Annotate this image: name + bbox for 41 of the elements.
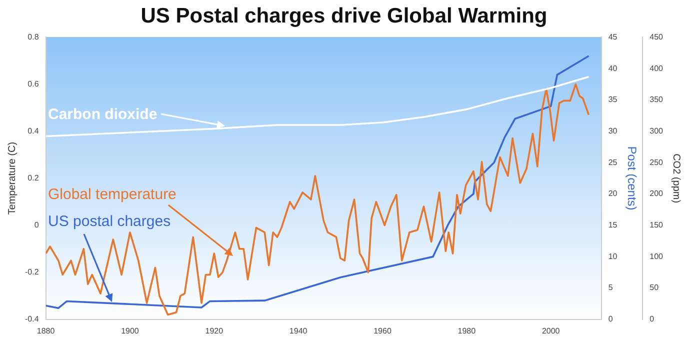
y3-tick-label: 100 (650, 252, 664, 261)
y3-tick-label: 200 (650, 189, 664, 198)
y2-tick-label: 30 (608, 126, 618, 136)
y2-tick-label: 0 (608, 314, 614, 324)
text: US postal charges (48, 213, 171, 230)
y3-tick-label: 400 (650, 64, 664, 73)
y2-tick-label: 40 (608, 64, 618, 73)
y-tick-label: 0 (34, 220, 40, 230)
x-tick-label: 1900 (121, 326, 140, 336)
y2-tick-label: 10 (608, 252, 618, 261)
x-tick-label: 1980 (458, 326, 476, 336)
x-tick-label: 2000 (542, 326, 560, 336)
text: Global temperature (48, 186, 176, 203)
y-tick-label: -0.4 (24, 314, 40, 324)
y-tick-label: 0.8 (28, 32, 40, 42)
y2-tick-label: 5 (608, 283, 614, 292)
y3-tick-label: 0 (650, 314, 655, 324)
y3-tick-label: 50 (650, 283, 660, 292)
x-tick-label: 1960 (374, 326, 392, 336)
y-tick-label: 0.2 (28, 174, 40, 183)
y3-tick-label: 450 (650, 32, 664, 42)
y2-tick-label: 35 (608, 95, 618, 104)
y3-tick-label: 350 (650, 95, 664, 104)
y2-axis-title: Post (cents) (625, 146, 640, 210)
y3-tick-label: 300 (650, 126, 664, 136)
y2-tick-label: 25 (608, 158, 618, 167)
y3-tick-label: 150 (650, 220, 664, 230)
y2-tick-label: 45 (608, 32, 618, 42)
y2-tick-label: 15 (608, 220, 618, 230)
x-tick-label: 1920 (205, 326, 224, 336)
y3-tick-label: 250 (650, 158, 664, 167)
y2-tick-label: 20 (608, 189, 618, 198)
x-tick-label: 1880 (36, 326, 56, 336)
legend-label: Carbon dioxide (48, 106, 158, 123)
x-tick-label: 1940 (289, 326, 308, 336)
y-tick-label: 0.4 (28, 126, 40, 136)
y-tick-label: 0.6 (28, 79, 40, 88)
y-tick-label: -0.2 (24, 268, 40, 277)
y3-axis-title: CO2 (ppm) (670, 154, 682, 204)
chart-title: US Postal charges drive Global Warming (140, 4, 548, 28)
y-axis-title: Temperature (C) (6, 142, 18, 215)
